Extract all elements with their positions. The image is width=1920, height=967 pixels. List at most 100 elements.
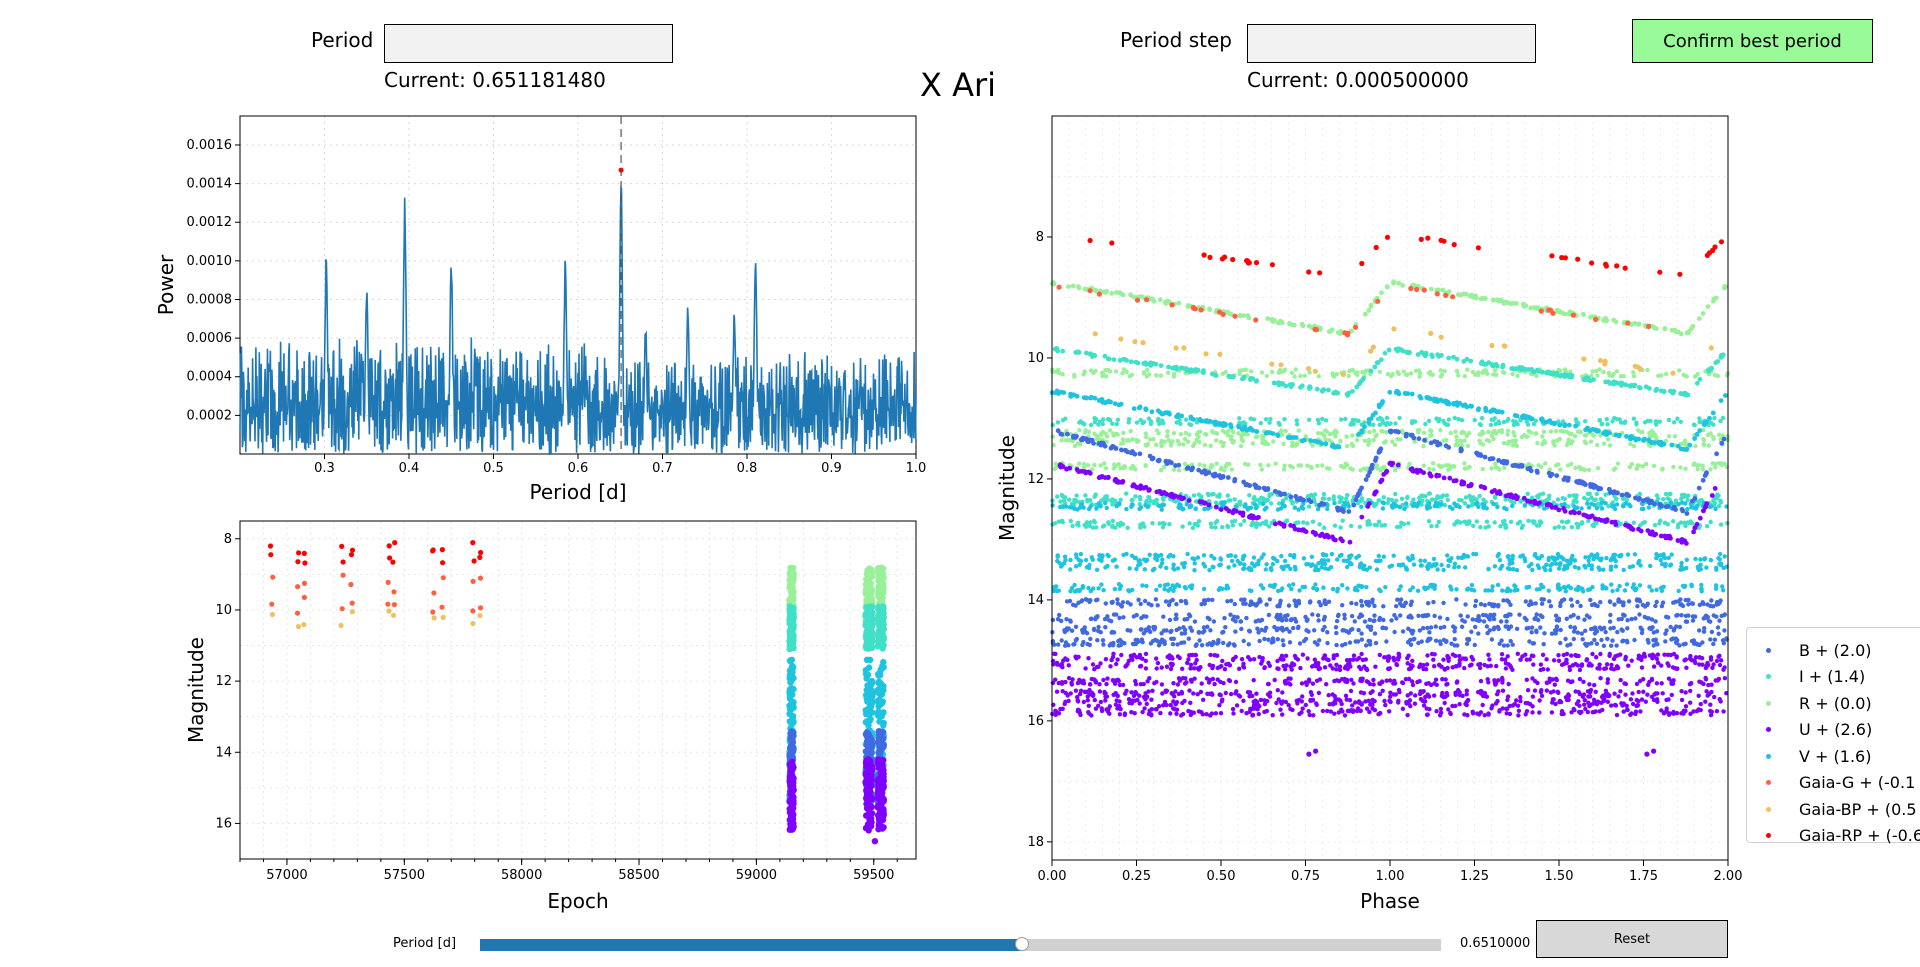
phase-point [1579, 663, 1584, 668]
lightcurve-point [866, 813, 873, 821]
phase-point [1454, 597, 1459, 602]
phase-point [1095, 437, 1101, 442]
phase-point [1692, 374, 1698, 379]
lightcurve-point [874, 794, 882, 801]
phase-point [1210, 597, 1215, 603]
phase-point [1640, 464, 1645, 469]
phase-point [1137, 506, 1142, 512]
phase-point [1096, 422, 1101, 427]
phase-point [1678, 520, 1684, 525]
phase-point [1158, 468, 1164, 473]
phase-point [1464, 433, 1470, 438]
phase-point [1722, 665, 1727, 670]
phase-point [1631, 416, 1636, 421]
phase-point [1482, 603, 1488, 608]
phase-point [1382, 655, 1387, 660]
phase-point [1505, 598, 1510, 603]
phase-point [1660, 561, 1665, 567]
phase-point [1658, 518, 1663, 523]
phase-point [1408, 642, 1414, 647]
phase-point [1105, 416, 1111, 422]
phase-point [1491, 616, 1497, 622]
phase-point [1290, 465, 1295, 470]
phase-point [1148, 499, 1153, 504]
phase-point [1595, 552, 1600, 557]
phase-point [1326, 496, 1332, 502]
phase-point [1257, 522, 1263, 527]
phase-point [1097, 553, 1102, 558]
phase-point [1229, 467, 1234, 472]
phase-point [1701, 442, 1707, 448]
phase-point [1286, 583, 1292, 588]
phase-point [1050, 434, 1055, 439]
phase-point [1325, 640, 1330, 646]
phase-point [1133, 494, 1138, 499]
phase-point [1144, 443, 1149, 448]
phase-point [1575, 599, 1580, 605]
phase-point [1567, 664, 1572, 670]
phase-point [1075, 507, 1080, 512]
phase-point [1679, 613, 1684, 618]
phase-point [1318, 603, 1323, 608]
lightcurve-point [875, 565, 882, 572]
phase-point [1359, 504, 1364, 509]
lightcurve-point [440, 575, 446, 581]
lightcurve-point [863, 656, 871, 663]
phase-point [1141, 631, 1146, 636]
phase-point [1721, 641, 1726, 646]
confirm-best-period-button[interactable]: Confirm best period [1632, 19, 1873, 63]
phase-point [1087, 599, 1092, 604]
phase-point [1490, 603, 1495, 608]
phase-point [1557, 562, 1563, 567]
phase-point [1483, 368, 1489, 373]
phase-point [1238, 522, 1243, 527]
phase-point [1242, 553, 1247, 558]
phase-point [1312, 628, 1317, 633]
phase-point [1625, 618, 1630, 623]
phase-point [1536, 565, 1542, 571]
phase-point [1540, 652, 1546, 657]
lightcurve-point [348, 552, 355, 558]
phase-point [1493, 465, 1499, 470]
phase-point [1548, 567, 1553, 573]
phase-point [1531, 641, 1537, 646]
phase-point [1121, 430, 1126, 436]
phase-point [1466, 637, 1472, 643]
phase-point [1050, 422, 1055, 428]
phase-point [1050, 617, 1056, 623]
phase-point [1500, 588, 1505, 593]
phase-point [1083, 557, 1089, 563]
phase-point [1392, 442, 1398, 447]
phase-point [1410, 585, 1415, 590]
phase-point [1582, 617, 1587, 622]
phase-point [1154, 656, 1159, 661]
phase-point [1337, 499, 1342, 505]
phase-point [1708, 467, 1713, 472]
period-step-label: Period step [1120, 28, 1232, 52]
phase-point [1649, 588, 1654, 593]
phase-point [1647, 433, 1652, 439]
phase-point [1457, 653, 1462, 659]
phase-point [1439, 562, 1444, 568]
phase-point [1220, 658, 1225, 664]
phase-point [1710, 461, 1715, 466]
phase-point [1327, 438, 1332, 443]
phase-point [1540, 491, 1546, 496]
phase-point [1711, 641, 1716, 647]
period-step-input[interactable] [1247, 24, 1536, 63]
phase-point [1473, 598, 1479, 604]
phase-point [1469, 662, 1474, 667]
phase-point [1225, 524, 1231, 530]
lightcurve-point [470, 540, 476, 546]
phase-point [1710, 604, 1716, 609]
phase-point [1212, 556, 1217, 561]
phase-point [1082, 369, 1087, 374]
phase-point [1217, 563, 1222, 568]
phase-point [1474, 519, 1479, 524]
phase-point [1058, 504, 1063, 510]
phase-point [1553, 561, 1559, 566]
phase-point [1363, 643, 1369, 648]
phase-point [1539, 520, 1544, 525]
period-input[interactable] [384, 24, 673, 63]
phase-point [1239, 657, 1245, 662]
